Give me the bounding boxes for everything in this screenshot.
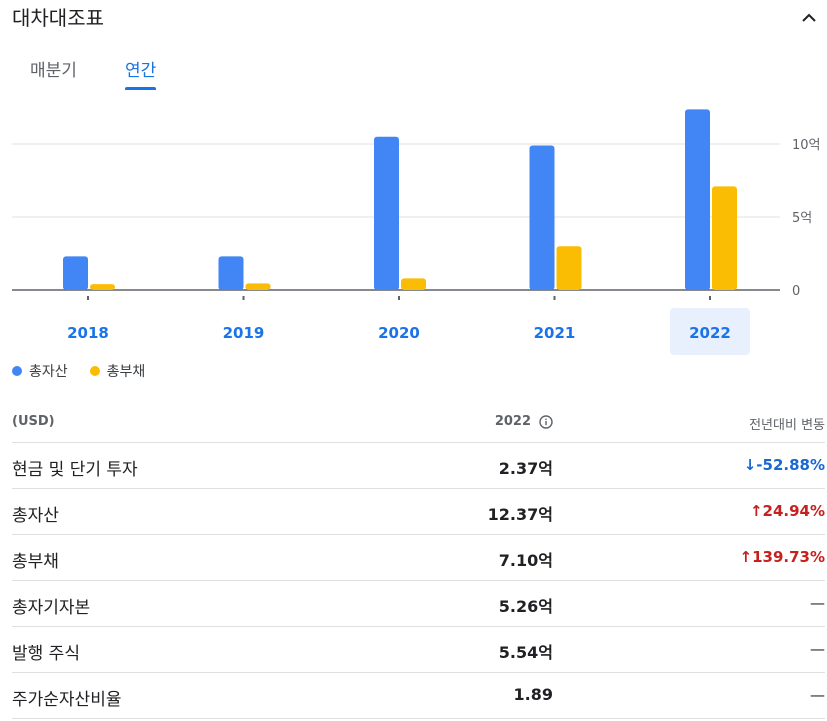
legend-dot-total-liabilities xyxy=(89,366,100,376)
bar-total-assets xyxy=(218,256,244,290)
table-row: 주가순자산비율 1.89 — xyxy=(12,673,825,719)
row-change: ↑24.94% xyxy=(750,502,825,520)
balance-sheet-table: (USD) 2022 전년대비 변동 현금 및 단기 투자 2.37억 ↓-52.8… xyxy=(12,402,825,719)
row-change-value: 24.94% xyxy=(762,502,825,520)
balance-sheet-chart: 0 5억 10억 2018 2019 2020 2021 2022 xyxy=(12,109,821,355)
bar-total-assets xyxy=(685,109,710,290)
y-tick-label: 0 xyxy=(792,284,800,299)
row-change-value: 139.73% xyxy=(752,548,825,566)
row-change-value: — xyxy=(810,640,825,658)
bar-total-assets xyxy=(63,256,88,290)
row-value: 12.37억 xyxy=(487,505,553,524)
row-value: 2.37억 xyxy=(498,459,553,478)
bar-total-assets xyxy=(529,145,555,290)
bar-total-liabilities xyxy=(401,278,426,290)
bar-total-liabilities xyxy=(712,186,737,290)
row-change: — xyxy=(810,640,825,658)
legend-dot-total-assets xyxy=(12,366,22,376)
row-change-value: -52.88% xyxy=(756,456,825,474)
table-row: 총자기자본 5.26억 — xyxy=(12,581,825,627)
x-tick-label[interactable]: 2022 xyxy=(689,324,731,342)
row-value: 1.89 xyxy=(513,685,553,704)
change-column-header: 전년대비 변동 xyxy=(749,418,825,433)
row-label: 주가순자산비율 xyxy=(12,690,122,710)
y-tick-label: 10억 xyxy=(792,138,821,153)
bar-total-assets xyxy=(374,136,399,290)
unit-label: (USD) xyxy=(12,414,55,429)
row-label: 총부채 xyxy=(12,552,59,572)
tab-quarterly[interactable]: 매분기 xyxy=(30,61,77,81)
table-row: 총부채 7.10억 ↑139.73% xyxy=(12,535,825,581)
year-label: 2022 xyxy=(494,414,531,429)
row-label: 총자산 xyxy=(12,506,59,526)
x-tick-label[interactable]: 2020 xyxy=(378,324,420,342)
y-tick-label: 5억 xyxy=(792,211,812,226)
x-tick-label[interactable]: 2019 xyxy=(223,324,265,342)
row-change: ↓-52.88% xyxy=(744,456,825,474)
x-tick-label[interactable]: 2021 xyxy=(534,324,576,342)
chart-legend: 총자산 총부채 xyxy=(12,361,167,381)
row-change-value: — xyxy=(810,594,825,612)
chevron-up-icon[interactable] xyxy=(799,8,819,28)
legend-label-total-assets: 총자산 xyxy=(29,364,68,380)
row-label: 총자기자본 xyxy=(12,598,91,618)
tab-annual[interactable]: 연간 xyxy=(125,61,157,81)
legend-item-total-assets: 총자산 xyxy=(12,361,68,381)
active-tab-indicator xyxy=(125,87,156,90)
row-change: — xyxy=(810,686,825,704)
row-value: 7.10억 xyxy=(498,551,553,570)
row-value: 5.26억 xyxy=(498,597,553,616)
arrow-down-icon: ↓ xyxy=(743,456,757,474)
bar-total-liabilities xyxy=(90,284,115,290)
legend-item-total-liabilities: 총부채 xyxy=(89,361,146,381)
row-value: 5.54억 xyxy=(498,643,553,662)
row-label: 발행 주식 xyxy=(12,644,80,664)
row-change: — xyxy=(810,594,825,612)
row-change: ↑139.73% xyxy=(740,548,826,566)
table-header: (USD) 2022 전년대비 변동 xyxy=(12,402,825,443)
arrow-up-icon: ↑ xyxy=(739,548,753,566)
section-title: 대차대조표 xyxy=(12,6,104,30)
x-tick-label[interactable]: 2018 xyxy=(67,324,109,342)
table-row: 현금 및 단기 투자 2.37억 ↓-52.88% xyxy=(12,443,825,489)
arrow-up-icon: ↑ xyxy=(749,502,763,520)
row-change-value: — xyxy=(810,686,825,704)
year-column-header: 2022 xyxy=(495,414,553,429)
legend-label-total-liabilities: 총부채 xyxy=(106,364,146,380)
row-label: 현금 및 단기 투자 xyxy=(12,460,138,480)
bar-total-liabilities xyxy=(245,283,271,290)
selected-year-highlight xyxy=(670,308,750,355)
bar-total-liabilities xyxy=(556,246,582,290)
info-icon[interactable] xyxy=(539,414,553,429)
table-row: 발행 주식 5.54억 — xyxy=(12,627,825,673)
table-row: 총자산 12.37억 ↑24.94% xyxy=(12,489,825,535)
